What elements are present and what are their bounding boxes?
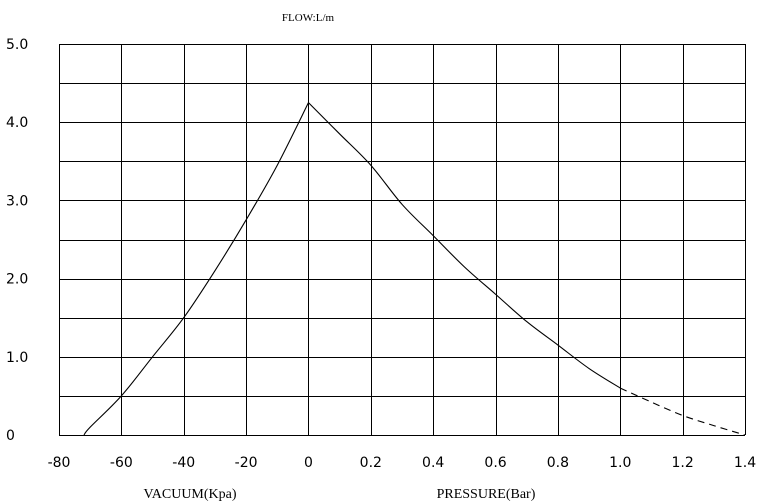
- y-tick-label: 1.0: [6, 350, 28, 366]
- vacuum-solid-curve: [83, 102, 309, 436]
- pressure-tick-label: 0.2: [360, 455, 382, 471]
- pressure-tick-label: 0.8: [547, 455, 569, 471]
- pressure-solid-curve: [308, 102, 621, 389]
- y-tick-label: 3.0: [6, 193, 28, 209]
- vacuum-tick-label: -60: [110, 455, 133, 471]
- pressure-tick-label: 1.4: [734, 455, 756, 471]
- y-tick-label: 0: [6, 428, 15, 444]
- y-tick-label: 2.0: [6, 272, 28, 288]
- x-axis-ticks: -80 -60 -40 -20 0 0.2 0.4 0.6 0.8 1.0 1.2 1.4: [48, 455, 757, 471]
- y-tick-label: 4.0: [6, 115, 28, 131]
- pressure-tick-label: 1.0: [609, 455, 631, 471]
- vacuum-tick-label: -20: [235, 455, 258, 471]
- pressure-tick-label: 1.2: [672, 455, 694, 471]
- y-axis-ticks: 0 1.0 2.0 3.0 4.0 5.0: [6, 37, 28, 444]
- chart-title: FLOW:L/m: [282, 12, 335, 24]
- pressure-tick-label: 0.6: [484, 455, 506, 471]
- vacuum-tick-label: -80: [48, 455, 71, 471]
- pressure-tick-label: 0.4: [422, 455, 444, 471]
- pressure-dashed-curve: [620, 387, 746, 436]
- y-tick-label: 5.0: [6, 37, 28, 53]
- vacuum-tick-label: -40: [172, 455, 195, 471]
- grid: [59, 44, 746, 436]
- series: [83, 102, 746, 436]
- vacuum-axis-label: VACUUM(Kpa): [143, 487, 236, 502]
- pressure-axis-label: PRESSURE(Bar): [437, 487, 536, 502]
- vacuum-tick-label: 0: [304, 455, 313, 471]
